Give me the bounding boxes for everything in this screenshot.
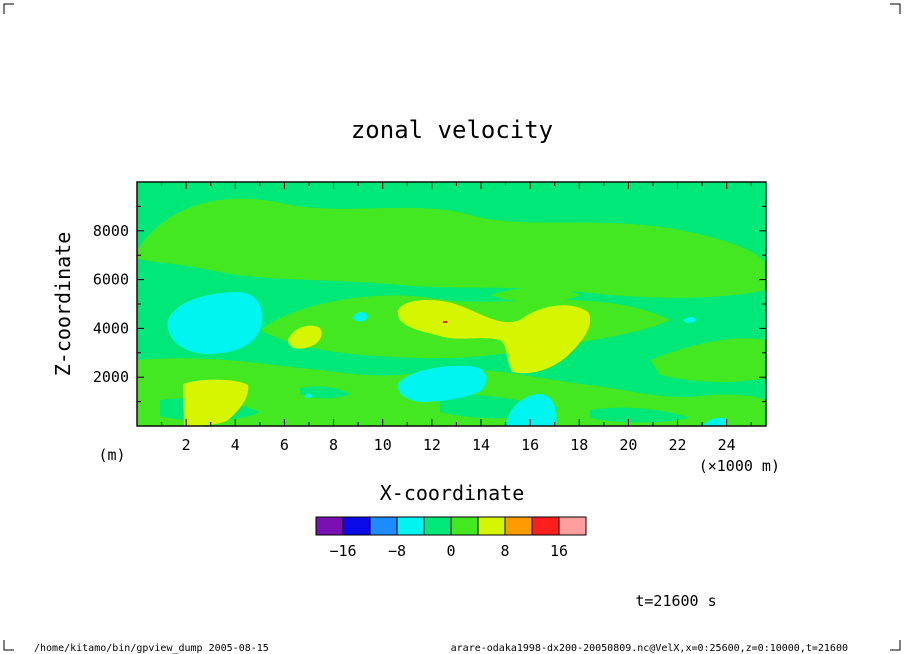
footer-right: arare-odaka1998-dx200-20050809.nc@VelX,x…: [451, 643, 848, 654]
x-axis-label: X-coordinate: [380, 481, 525, 505]
colorbar-swatch: [342, 516, 371, 536]
y-tick-label: 2000: [93, 368, 129, 386]
colorbar-tick-label: −8: [388, 542, 406, 560]
y-tick-label: 8000: [93, 222, 129, 240]
colorbar-swatch: [558, 516, 587, 536]
colorbar-swatch: [531, 516, 560, 536]
corner-marks: [3, 3, 901, 651]
y-tick-label: 6000: [93, 271, 129, 289]
colorbar-swatch: [504, 516, 533, 536]
y-unit-label: (m): [98, 446, 125, 464]
colorbar-tick-label: 8: [500, 542, 509, 560]
x-tick-label: 20: [619, 436, 637, 454]
x-tick-label: 14: [472, 436, 490, 454]
colorbar-tick-label: −16: [329, 542, 356, 560]
contour-field: [137, 182, 766, 426]
y-axis-label: Z-coordinate: [51, 232, 75, 377]
band-12-16-spot: [443, 321, 447, 323]
colorbar-swatch: [423, 516, 452, 536]
x-tick-label: 12: [423, 436, 441, 454]
x-tick-label: 6: [280, 436, 289, 454]
colorbar-swatch: [396, 516, 425, 536]
band-4-8: [183, 300, 591, 426]
x-tick-label: 8: [329, 436, 338, 454]
x-unit-label: (×1000 m): [699, 457, 780, 475]
colorbar-swatch: [477, 516, 506, 536]
x-tick-label: 10: [374, 436, 392, 454]
x-tick-label: 16: [521, 436, 539, 454]
colorbar-tick-label: 0: [446, 542, 455, 560]
band-neg8-neg4: [167, 292, 728, 426]
time-label: t=21600 s: [635, 592, 716, 610]
x-tick-label: 22: [669, 436, 687, 454]
x-tick-label: 18: [570, 436, 588, 454]
colorbar-tick-label: 16: [550, 542, 568, 560]
colorbar-swatch: [315, 516, 344, 536]
x-tick-label: 4: [231, 436, 240, 454]
colorbar-swatch: [450, 516, 479, 536]
colorbar-swatch: [369, 516, 398, 536]
colorbar: −16 −8 0 8 16: [315, 516, 587, 560]
x-tick-label: 24: [718, 436, 736, 454]
footer-left: /home/kitamo/bin/gpview_dump 2005-08-15: [34, 643, 269, 654]
x-tick-label: 2: [182, 436, 191, 454]
y-tick-label: 4000: [93, 319, 129, 337]
chart-title: zonal velocity: [351, 116, 553, 144]
